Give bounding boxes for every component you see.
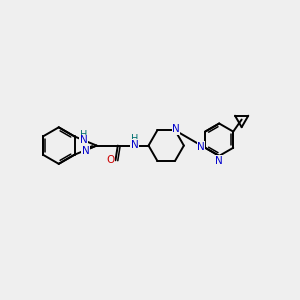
Text: H: H <box>131 134 139 144</box>
Text: N: N <box>215 156 223 166</box>
Text: O: O <box>106 155 114 165</box>
Text: N: N <box>80 135 88 145</box>
Text: N: N <box>82 146 89 156</box>
Text: N: N <box>197 142 205 152</box>
Text: N: N <box>172 124 180 134</box>
Text: H: H <box>80 130 87 140</box>
Text: N: N <box>131 140 139 150</box>
